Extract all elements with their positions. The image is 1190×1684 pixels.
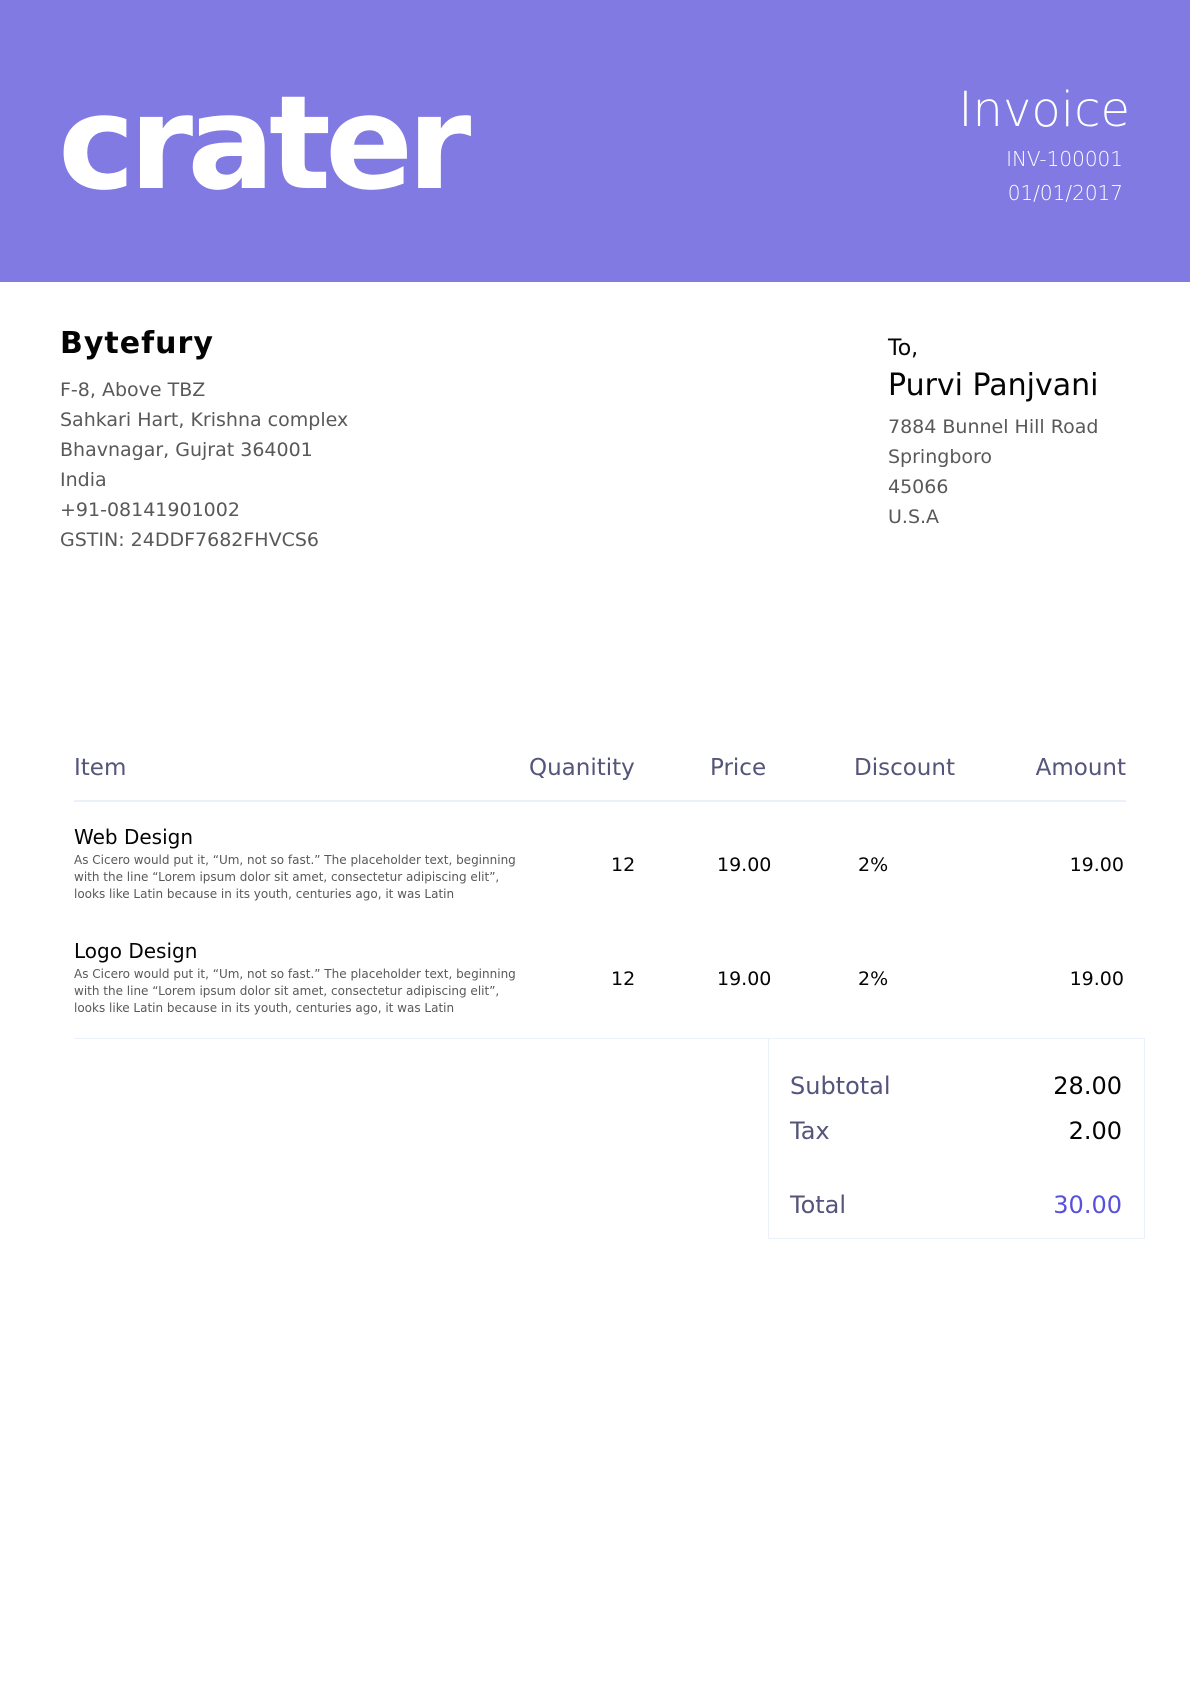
- company-address: F-8, Above TBZ Sahkari Hart, Krishna com…: [60, 375, 348, 555]
- item-quantity: 12: [611, 854, 636, 876]
- subtotal-label: Subtotal: [790, 1072, 891, 1100]
- column-header-discount: Discount: [854, 755, 955, 781]
- item-discount: 2%: [858, 854, 889, 876]
- address-line: Bhavnagar, Gujrat 364001: [60, 439, 313, 461]
- item-price: 19.00: [717, 968, 772, 990]
- invoice-number: INV-100001: [1006, 147, 1123, 171]
- phone: +91-08141901002: [60, 499, 240, 521]
- totals-box: [768, 1038, 1145, 1239]
- header-divider: [74, 800, 1126, 802]
- item-amount: 19.00: [1069, 968, 1124, 990]
- column-header-item: Item: [74, 755, 127, 781]
- gstin: GSTIN: 24DDF7682FHVCS6: [60, 529, 319, 551]
- item-price: 19.00: [717, 854, 772, 876]
- item-description: As Cicero would put it, “Um, not so fast…: [74, 967, 516, 1015]
- address-line: F-8, Above TBZ: [60, 379, 206, 401]
- address-line: 45066: [888, 476, 949, 498]
- total-label: Total: [790, 1191, 847, 1219]
- company-name: Bytefury: [60, 326, 214, 361]
- item-description: As Cicero would put it, “Um, not so fast…: [74, 853, 516, 901]
- invoice-header: [0, 0, 1190, 282]
- svg-text:crater: crater: [58, 88, 471, 198]
- tax-label: Tax: [790, 1117, 830, 1145]
- item-quantity: 12: [611, 968, 636, 990]
- to-label: To,: [888, 336, 919, 361]
- table-divider: [74, 1038, 1144, 1039]
- column-header-amount: Amount: [1035, 755, 1126, 781]
- crater-logo: crater: [58, 88, 477, 198]
- item-amount: 19.00: [1069, 854, 1124, 876]
- address-line: 7884 Bunnel Hill Road: [888, 416, 1099, 438]
- column-header-quantity: Quanitity: [529, 755, 635, 781]
- invoice-date: 01/01/2017: [1007, 181, 1123, 205]
- customer-name: Purvi Panjvani: [888, 368, 1099, 403]
- item-discount: 2%: [858, 968, 889, 990]
- customer-address: 7884 Bunnel Hill Road Springboro 45066 U…: [888, 412, 1098, 532]
- item-name: Logo Design: [74, 939, 198, 963]
- address-line: Springboro: [888, 446, 993, 468]
- item-name: Web Design: [74, 825, 194, 849]
- address-line: U.S.A: [888, 506, 940, 528]
- tax-value: 2.00: [1068, 1117, 1122, 1145]
- subtotal-value: 28.00: [1053, 1072, 1122, 1100]
- total-value: 30.00: [1053, 1191, 1122, 1219]
- address-line: India: [60, 469, 107, 491]
- invoice-title: Invoice: [958, 82, 1130, 138]
- column-header-price: Price: [710, 755, 767, 781]
- address-line: Sahkari Hart, Krishna complex: [60, 409, 349, 431]
